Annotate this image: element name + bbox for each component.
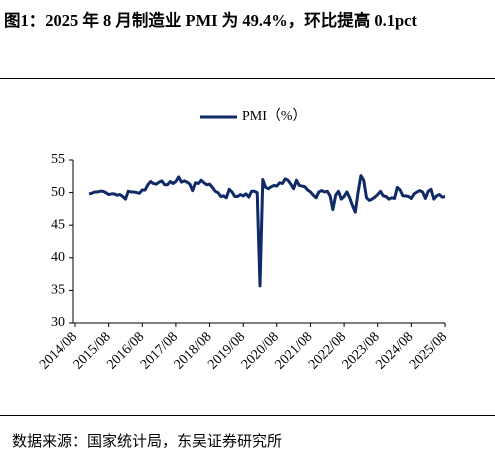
source: 数据来源：国家统计局，东吴证券研究所 — [12, 434, 283, 450]
legend-label: PMI（%） — [242, 108, 307, 124]
series-line — [88, 174, 446, 288]
rule — [0, 78, 495, 79]
y-tick-label: 50 — [51, 185, 65, 200]
y-tick-label: 40 — [51, 250, 65, 265]
title: 图1：2025 年 8 月制造业 PMI 为 49.4%，环比提高 0.1pct — [4, 11, 417, 30]
y-tick-label: 55 — [51, 152, 65, 167]
y-tick-label: 35 — [51, 283, 65, 298]
x-tick-label: 2025/08 — [407, 329, 450, 372]
y-tick-label: 45 — [51, 217, 65, 232]
rule — [0, 415, 495, 416]
y-tick-label: 30 — [51, 315, 65, 330]
